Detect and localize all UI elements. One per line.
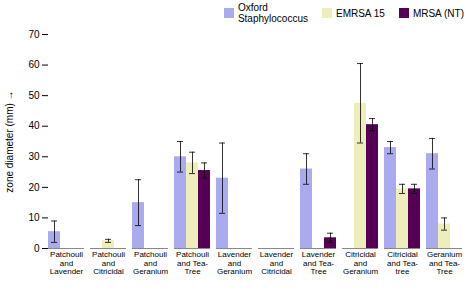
svg-text:10: 10 (28, 212, 40, 223)
svg-text:70: 70 (28, 29, 40, 40)
svg-text:Geraniumand Tea-Tree: Geraniumand Tea-Tree (427, 250, 462, 276)
html-text:MRSA (NT): MRSA (NT) (412, 7, 464, 19)
svg-text:30: 30 (28, 151, 40, 162)
html-text:Oxford Staphylococcus: Oxford Staphylococcus (237, 2, 308, 24)
svg-text:Citricidaland Tea-tree: Citricidaland Tea-tree (387, 250, 418, 276)
svg-text:60: 60 (28, 59, 40, 70)
svg-text:PatchouliandLavender: PatchouliandLavender (50, 250, 84, 276)
svg-text:Lavenderand Tea-Tree: Lavenderand Tea-Tree (302, 250, 336, 276)
svg-text:CitricidalandGeranium: CitricidalandGeranium (343, 250, 378, 276)
svg-text:LavenderandCitricidal: LavenderandCitricidal (260, 250, 294, 276)
svg-text:20: 20 (28, 182, 40, 193)
svg-text:zone diameter (mm) →: zone diameter (mm) → (4, 90, 15, 192)
svg-text:Patchouliand Tea-Tree: Patchouliand Tea-Tree (176, 250, 209, 276)
svg-text:40: 40 (28, 120, 40, 131)
svg-text:PatchouliandCitricidal: PatchouliandCitricidal (92, 250, 125, 276)
svg-text:LavenderandGeranium: LavenderandGeranium (217, 250, 252, 276)
svg-text:50: 50 (28, 90, 40, 101)
html-text:EMRSA 15: EMRSA 15 (336, 7, 385, 19)
svg-text:PatchouliandGeranium: PatchouliandGeranium (133, 250, 168, 276)
svg-text:0: 0 (34, 243, 40, 254)
